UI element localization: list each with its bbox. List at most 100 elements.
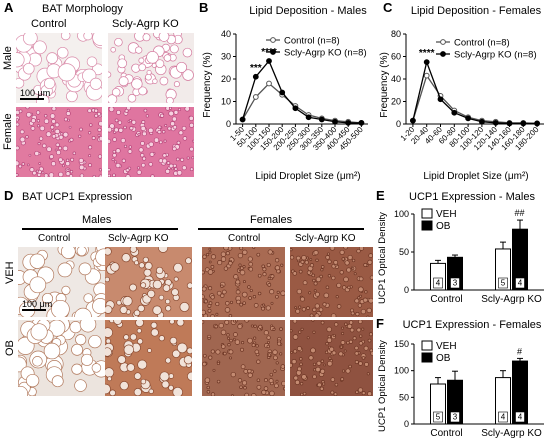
tissue-cell: [341, 257, 346, 261]
tissue-cell: [58, 171, 64, 177]
tissue-cell: [119, 381, 129, 391]
tissue-cell: [165, 107, 171, 111]
chart-e-ytick-label: 50: [399, 247, 409, 257]
chart-f-significance: #: [517, 346, 522, 356]
tissue-cell: [241, 341, 245, 345]
tissue-cell: [62, 131, 69, 138]
tissue-cell: [172, 146, 177, 152]
tissue-cell: [296, 346, 302, 351]
tissue-cell: [239, 247, 244, 251]
tissue-cell: [98, 168, 102, 172]
tissue-cell: [43, 118, 50, 124]
tissue-cell: [143, 268, 152, 277]
panel-d-scale-bar: [22, 309, 46, 311]
tissue-cell: [230, 371, 236, 378]
tissue-cell: [136, 169, 142, 175]
chart-c-series-line-1: [412, 59, 538, 125]
tissue-cell: [166, 161, 171, 165]
tissue-cell: [16, 118, 19, 122]
tissue-cell: [108, 167, 111, 172]
tissue-cell: [261, 306, 265, 311]
tissue-cell: [362, 297, 368, 303]
tissue-cell: [29, 276, 47, 294]
panel-d-row-ob: OB: [4, 340, 16, 356]
tissue-cell: [138, 147, 144, 153]
tissue-cell: [332, 333, 336, 337]
tissue-cell: [169, 107, 172, 110]
tissue-cell: [88, 154, 92, 158]
tissue-cell: [310, 347, 316, 354]
tissue-cell: [217, 260, 223, 266]
tissue-cell: [358, 361, 363, 366]
chart-e: UCP1 Expression - Males UCP1 Optical Den…: [377, 191, 544, 305]
tissue-cell: [176, 170, 183, 176]
tissue-cell: [143, 108, 148, 113]
tissue-cell: [262, 272, 267, 277]
tissue-cell: [111, 87, 121, 97]
tissue-cell: [261, 264, 265, 269]
tissue-cell: [368, 332, 373, 337]
tissue-cell: [186, 156, 190, 160]
tissue-cell: [336, 282, 342, 288]
panel-a-col-ko: Scly-Agrp KO: [112, 18, 179, 30]
tissue-cell: [162, 153, 167, 158]
chart-b-point: [345, 119, 352, 126]
tissue-cell: [242, 280, 246, 284]
micrograph-veh-male-ko: [105, 247, 192, 317]
tissue-cell: [161, 130, 166, 134]
tissue-cell: [78, 157, 84, 164]
tissue-cell: [315, 276, 322, 283]
tissue-cell: [313, 281, 318, 286]
tissue-cell: [94, 108, 99, 113]
tissue-cell: [163, 54, 172, 62]
tissue-cell: [109, 389, 116, 396]
tissue-cell: [181, 125, 187, 131]
tissue-cell: [191, 139, 194, 143]
tissue-cell: [92, 33, 102, 46]
tissue-cell: [308, 355, 314, 361]
chart-f-n-label: 4: [518, 413, 523, 422]
tissue-cell: [140, 378, 147, 385]
tissue-cell: [358, 341, 364, 346]
tissue-cell: [296, 288, 302, 295]
tissue-cell: [172, 125, 178, 130]
chart-b-legend-marker: [270, 37, 276, 43]
tissue-cell: [202, 270, 205, 275]
tissue-cell: [212, 368, 216, 372]
tissue-cell: [239, 385, 243, 389]
tissue-cell: [95, 248, 105, 266]
tissue-cell: [37, 142, 41, 146]
tissue-cell: [227, 336, 230, 340]
tissue-cell: [142, 256, 149, 263]
tissue-cell: [74, 307, 92, 317]
tissue-cell: [257, 291, 262, 296]
tissue-cell: [242, 301, 246, 305]
tissue-cell: [136, 328, 142, 334]
tissue-cell: [263, 330, 269, 336]
tissue-cell: [258, 324, 263, 329]
panel-d-females-rule: [198, 228, 364, 230]
tissue-cell: [170, 121, 176, 127]
tissue-cell: [168, 373, 174, 379]
chart-e-n-box: [450, 277, 460, 289]
tissue-cell: [191, 156, 194, 160]
tissue-cell: [314, 291, 320, 297]
chart-e-n-label: 4: [518, 279, 523, 288]
tissue-cell: [113, 320, 123, 325]
tissue-cell: [18, 109, 23, 114]
tissue-cell: [292, 271, 298, 276]
tissue-cell: [87, 108, 92, 113]
tissue-cell: [185, 257, 192, 265]
tissue-cell: [301, 307, 307, 312]
tissue-cell: [183, 355, 192, 365]
tissue-cell: [235, 289, 241, 295]
tissue-cell: [318, 307, 324, 312]
tissue-cell: [360, 308, 367, 315]
tissue-cell: [233, 332, 238, 337]
tissue-cell: [38, 162, 42, 165]
tissue-cell: [241, 291, 248, 298]
tissue-cell: [117, 120, 123, 125]
tissue-cell: [88, 163, 92, 168]
tissue-cell: [251, 343, 256, 348]
tissue-cell: [353, 272, 357, 276]
